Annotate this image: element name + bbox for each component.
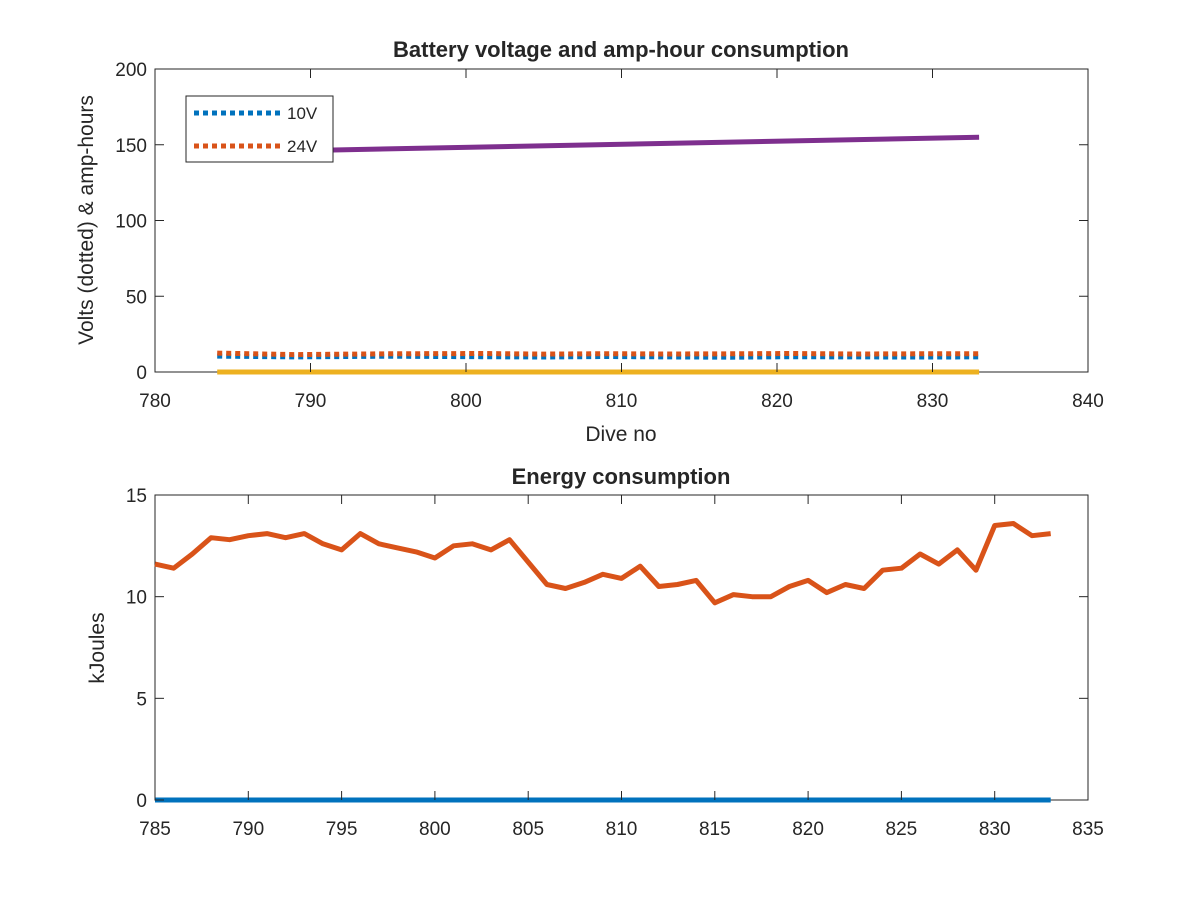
battery-voltage-y-tick-label: 200 (115, 60, 147, 81)
battery-voltage-series-line-4 (217, 134, 980, 155)
energy-consumption-axes-box (154, 494, 1089, 801)
battery-voltage-y-tick-label: 150 (115, 136, 147, 157)
legend-label-24v: 24V (287, 137, 318, 156)
battery-voltage-x-tick-label: 790 (295, 391, 327, 412)
battery-voltage-x-tick-label: 830 (917, 391, 949, 412)
energy-consumption-y-tick-label: 15 (126, 486, 147, 507)
energy-consumption-y-axis-label: kJoules (86, 612, 109, 683)
energy-consumption-x-tick-label: 800 (419, 819, 451, 840)
battery-voltage-ticks-group: 780 790 800 810 820 830 840 0 50 100 150 200 (115, 60, 1104, 412)
energy-consumption-chart-title: Energy consumption (512, 464, 731, 489)
battery-voltage-y-tick-label: 0 (136, 363, 147, 384)
battery-voltage-x-tick-label: 780 (139, 391, 171, 412)
battery-voltage-series-group (217, 134, 980, 375)
energy-consumption-x-tick-label: 785 (139, 819, 171, 840)
legend-label-10v: 10V (287, 104, 318, 123)
battery-voltage-y-axis-label: Volts (dotted) & amp-hours (75, 95, 98, 345)
energy-consumption-series-line-2 (154, 521, 1051, 606)
battery-voltage-chart-title: Battery voltage and amp-hour consumption (393, 37, 849, 62)
battery-voltage-legend: 10V 24V (185, 95, 334, 163)
energy-consumption-y-tick-label: 5 (136, 689, 147, 710)
energy-consumption-y-tick-label: 0 (136, 791, 147, 812)
energy-consumption-x-tick-label: 815 (699, 819, 731, 840)
energy-consumption-chart: 785 790 795 800 805 810 815 820 825 830 835051015 … (86, 464, 1104, 840)
legend-box (185, 95, 334, 163)
energy-consumption-x-tick-label: 830 (979, 819, 1011, 840)
battery-voltage-x-tick-label: 840 (1072, 391, 1104, 412)
battery-voltage-series-line-24v (217, 350, 980, 358)
energy-consumption-ticks-group: 785 790 795 800 805 810 815 820 825 830 835 0 5 10 15 (126, 486, 1104, 840)
battery-voltage-x-tick-label: 810 (606, 391, 638, 412)
energy-consumption-x-tick-label: 835 (1072, 819, 1104, 840)
battery-voltage-x-tick-label: 800 (450, 391, 482, 412)
energy-consumption-x-tick-label: 790 (232, 819, 264, 840)
battery-voltage-x-tick-label: 820 (761, 391, 793, 412)
battery-voltage-chart: 780 790 800 810 820 830 840 0 50 100 150 200 Batter… (75, 37, 1104, 446)
energy-consumption-y-tick-label: 10 (126, 588, 147, 609)
energy-consumption-x-tick-label: 805 (512, 819, 544, 840)
energy-consumption-x-tick-label: 820 (792, 819, 824, 840)
energy-consumption-x-tick-label: 825 (886, 819, 918, 840)
battery-voltage-y-tick-label: 100 (115, 212, 147, 233)
energy-consumption-x-tick-label: 810 (606, 819, 638, 840)
battery-voltage-y-tick-label: 50 (126, 287, 147, 308)
energy-consumption-x-tick-label: 795 (326, 819, 358, 840)
battery-voltage-x-axis-label: Dive no (585, 423, 656, 446)
